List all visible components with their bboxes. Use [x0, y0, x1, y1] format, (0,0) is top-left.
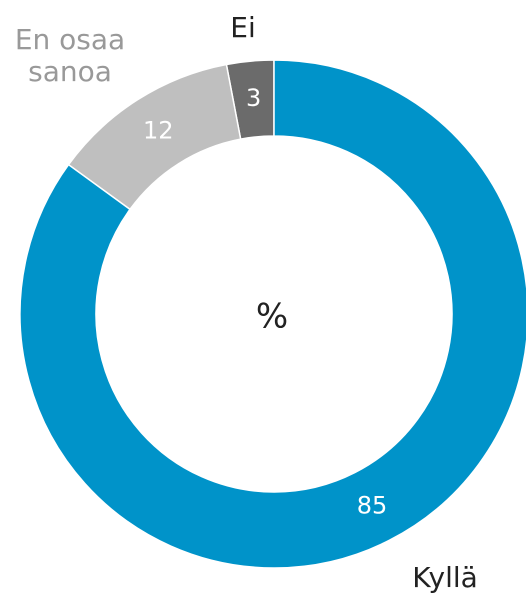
value-label: 12 [143, 117, 174, 145]
category-label: Kyllä [412, 561, 478, 594]
category-label: Ei [230, 11, 256, 44]
category-label: En osaa sanoa [14, 23, 126, 88]
donut-segment [19, 59, 526, 569]
center-label: % [256, 297, 288, 337]
donut-segment [67, 63, 242, 211]
value-label: 3 [246, 84, 261, 112]
value-label: 85 [357, 491, 388, 519]
